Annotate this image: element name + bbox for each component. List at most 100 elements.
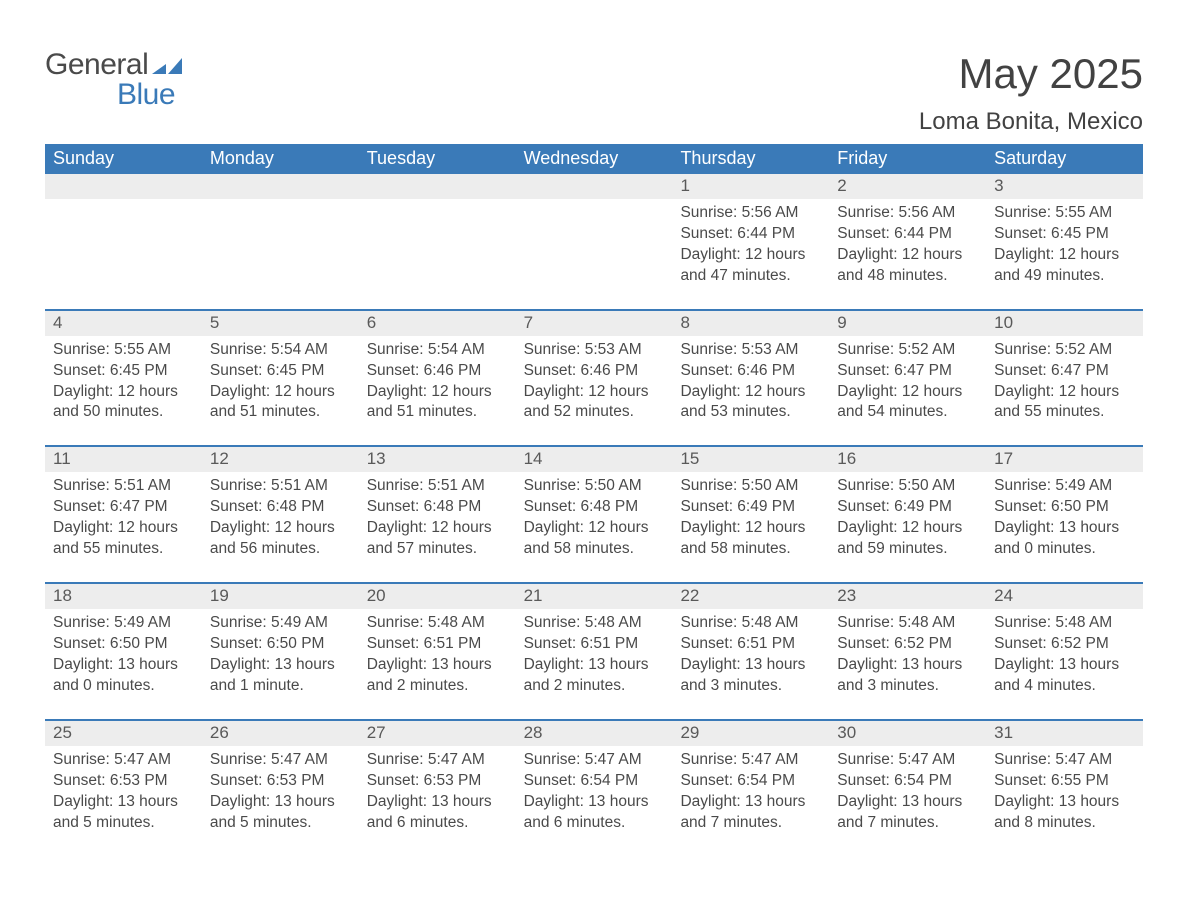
day-daylight2: and 48 minutes. xyxy=(837,266,978,287)
day-daylight2: and 51 minutes. xyxy=(210,402,351,423)
day-daylight1: Daylight: 12 hours xyxy=(210,382,351,403)
day-details: Sunrise: 5:47 AMSunset: 6:53 PMDaylight:… xyxy=(45,746,202,838)
day-cell xyxy=(359,174,516,291)
day-number: 30 xyxy=(829,721,986,746)
day-number: 23 xyxy=(829,584,986,609)
day-daylight1: Daylight: 12 hours xyxy=(837,518,978,539)
brand-mark-icon xyxy=(152,50,182,80)
day-sunrise: Sunrise: 5:51 AM xyxy=(210,476,351,497)
day-daylight2: and 55 minutes. xyxy=(53,539,194,560)
week-row: 1Sunrise: 5:56 AMSunset: 6:44 PMDaylight… xyxy=(45,174,1143,291)
day-sunset: Sunset: 6:50 PM xyxy=(53,634,194,655)
day-sunset: Sunset: 6:51 PM xyxy=(367,634,508,655)
day-daylight2: and 58 minutes. xyxy=(524,539,665,560)
day-daylight1: Daylight: 12 hours xyxy=(367,382,508,403)
day-number: 24 xyxy=(986,584,1143,609)
day-cell: 28Sunrise: 5:47 AMSunset: 6:54 PMDayligh… xyxy=(516,721,673,838)
day-sunset: Sunset: 6:50 PM xyxy=(210,634,351,655)
day-sunrise: Sunrise: 5:49 AM xyxy=(210,613,351,634)
brand-logo: General Blue xyxy=(45,50,182,110)
day-cell: 25Sunrise: 5:47 AMSunset: 6:53 PMDayligh… xyxy=(45,721,202,838)
day-details: Sunrise: 5:49 AMSunset: 6:50 PMDaylight:… xyxy=(202,609,359,701)
day-number: 6 xyxy=(359,311,516,336)
day-daylight2: and 57 minutes. xyxy=(367,539,508,560)
day-cell: 19Sunrise: 5:49 AMSunset: 6:50 PMDayligh… xyxy=(202,584,359,701)
day-details: Sunrise: 5:47 AMSunset: 6:53 PMDaylight:… xyxy=(359,746,516,838)
day-sunrise: Sunrise: 5:50 AM xyxy=(837,476,978,497)
day-cell xyxy=(202,174,359,291)
day-sunrise: Sunrise: 5:48 AM xyxy=(837,613,978,634)
day-sunrise: Sunrise: 5:56 AM xyxy=(837,203,978,224)
day-daylight1: Daylight: 13 hours xyxy=(524,792,665,813)
day-daylight1: Daylight: 12 hours xyxy=(680,245,821,266)
day-daylight1: Daylight: 12 hours xyxy=(837,245,978,266)
day-daylight1: Daylight: 12 hours xyxy=(524,382,665,403)
day-details: Sunrise: 5:54 AMSunset: 6:45 PMDaylight:… xyxy=(202,336,359,428)
day-number: 9 xyxy=(829,311,986,336)
day-sunset: Sunset: 6:47 PM xyxy=(837,361,978,382)
day-daylight2: and 52 minutes. xyxy=(524,402,665,423)
brand-text: General Blue xyxy=(45,50,182,110)
day-cell: 4Sunrise: 5:55 AMSunset: 6:45 PMDaylight… xyxy=(45,311,202,428)
day-details: Sunrise: 5:48 AMSunset: 6:51 PMDaylight:… xyxy=(672,609,829,701)
day-details: Sunrise: 5:52 AMSunset: 6:47 PMDaylight:… xyxy=(829,336,986,428)
day-sunrise: Sunrise: 5:47 AM xyxy=(53,750,194,771)
day-cell: 29Sunrise: 5:47 AMSunset: 6:54 PMDayligh… xyxy=(672,721,829,838)
day-daylight2: and 8 minutes. xyxy=(994,813,1135,834)
day-daylight1: Daylight: 12 hours xyxy=(680,518,821,539)
day-number xyxy=(202,174,359,199)
day-sunset: Sunset: 6:51 PM xyxy=(524,634,665,655)
day-daylight2: and 6 minutes. xyxy=(524,813,665,834)
day-details: Sunrise: 5:50 AMSunset: 6:49 PMDaylight:… xyxy=(672,472,829,564)
day-daylight2: and 5 minutes. xyxy=(210,813,351,834)
day-sunset: Sunset: 6:52 PM xyxy=(837,634,978,655)
day-details: Sunrise: 5:49 AMSunset: 6:50 PMDaylight:… xyxy=(45,609,202,701)
week-row: 11Sunrise: 5:51 AMSunset: 6:47 PMDayligh… xyxy=(45,445,1143,564)
day-number xyxy=(45,174,202,199)
weekday-header-row: SundayMondayTuesdayWednesdayThursdayFrid… xyxy=(45,144,1143,174)
day-sunset: Sunset: 6:51 PM xyxy=(680,634,821,655)
day-details: Sunrise: 5:53 AMSunset: 6:46 PMDaylight:… xyxy=(516,336,673,428)
day-daylight2: and 1 minute. xyxy=(210,676,351,697)
day-daylight1: Daylight: 12 hours xyxy=(53,382,194,403)
day-cell: 20Sunrise: 5:48 AMSunset: 6:51 PMDayligh… xyxy=(359,584,516,701)
day-sunset: Sunset: 6:46 PM xyxy=(680,361,821,382)
weekday-header: Wednesday xyxy=(516,144,673,174)
day-daylight1: Daylight: 13 hours xyxy=(680,792,821,813)
day-daylight1: Daylight: 13 hours xyxy=(367,655,508,676)
day-number: 27 xyxy=(359,721,516,746)
day-sunrise: Sunrise: 5:50 AM xyxy=(524,476,665,497)
day-sunset: Sunset: 6:48 PM xyxy=(210,497,351,518)
day-daylight1: Daylight: 13 hours xyxy=(994,655,1135,676)
day-details: Sunrise: 5:47 AMSunset: 6:55 PMDaylight:… xyxy=(986,746,1143,838)
day-sunrise: Sunrise: 5:52 AM xyxy=(837,340,978,361)
day-cell: 18Sunrise: 5:49 AMSunset: 6:50 PMDayligh… xyxy=(45,584,202,701)
day-daylight2: and 3 minutes. xyxy=(680,676,821,697)
day-daylight2: and 3 minutes. xyxy=(837,676,978,697)
day-sunset: Sunset: 6:54 PM xyxy=(524,771,665,792)
day-number xyxy=(516,174,673,199)
day-daylight1: Daylight: 12 hours xyxy=(680,382,821,403)
day-number: 11 xyxy=(45,447,202,472)
day-details: Sunrise: 5:47 AMSunset: 6:53 PMDaylight:… xyxy=(202,746,359,838)
weekday-header: Saturday xyxy=(986,144,1143,174)
title-block: May 2025 Loma Bonita, Mexico xyxy=(919,50,1143,136)
calendar-page: General Blue May 2025 Loma Bonita, Mexic… xyxy=(0,0,1188,857)
day-sunrise: Sunrise: 5:54 AM xyxy=(367,340,508,361)
day-sunset: Sunset: 6:53 PM xyxy=(367,771,508,792)
day-details: Sunrise: 5:50 AMSunset: 6:48 PMDaylight:… xyxy=(516,472,673,564)
day-sunrise: Sunrise: 5:50 AM xyxy=(680,476,821,497)
day-number: 8 xyxy=(672,311,829,336)
day-details xyxy=(516,199,673,279)
day-sunset: Sunset: 6:49 PM xyxy=(680,497,821,518)
day-details: Sunrise: 5:56 AMSunset: 6:44 PMDaylight:… xyxy=(672,199,829,291)
day-daylight1: Daylight: 12 hours xyxy=(210,518,351,539)
day-daylight2: and 5 minutes. xyxy=(53,813,194,834)
day-number: 10 xyxy=(986,311,1143,336)
day-details: Sunrise: 5:53 AMSunset: 6:46 PMDaylight:… xyxy=(672,336,829,428)
day-daylight1: Daylight: 13 hours xyxy=(524,655,665,676)
day-details: Sunrise: 5:50 AMSunset: 6:49 PMDaylight:… xyxy=(829,472,986,564)
day-details: Sunrise: 5:56 AMSunset: 6:44 PMDaylight:… xyxy=(829,199,986,291)
day-details xyxy=(359,199,516,279)
day-details: Sunrise: 5:51 AMSunset: 6:48 PMDaylight:… xyxy=(359,472,516,564)
